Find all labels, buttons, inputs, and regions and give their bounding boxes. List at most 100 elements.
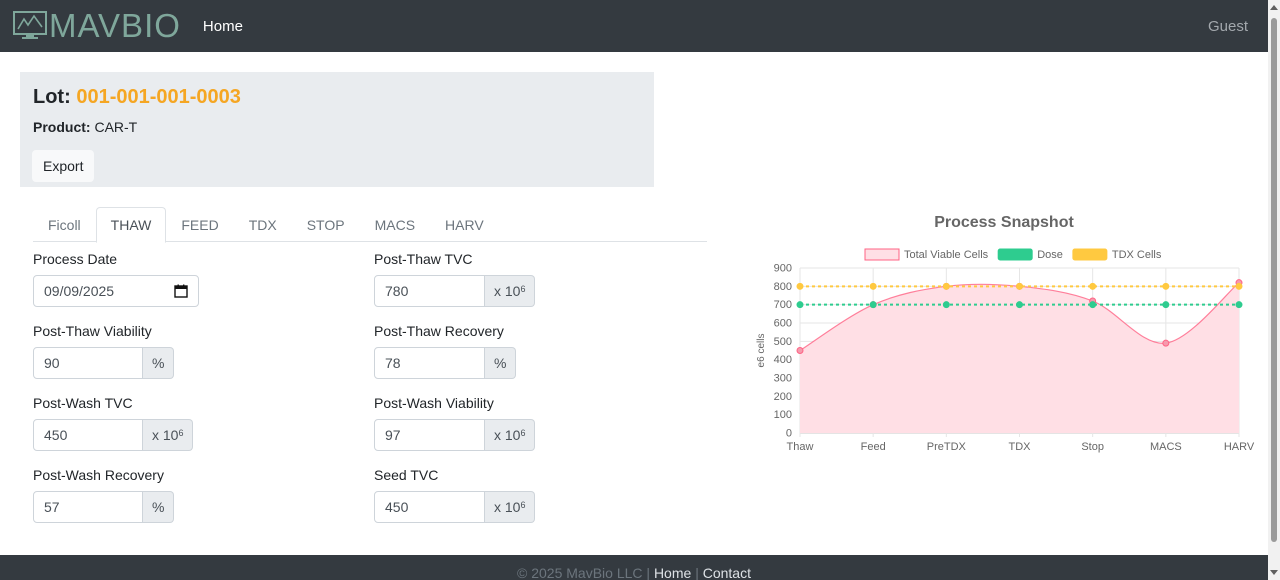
cells-unit-addon: x 10 6 bbox=[485, 275, 536, 307]
data-point bbox=[796, 347, 804, 354]
legend-swatch bbox=[997, 248, 1033, 261]
data-point bbox=[869, 282, 877, 290]
data-point bbox=[1162, 339, 1170, 347]
tab-stop[interactable]: STOP bbox=[306, 216, 345, 233]
lot-title: Lot: 001-001-001-0003 bbox=[33, 86, 641, 109]
post-thaw-recovery-label: Post-Thaw Recovery bbox=[374, 323, 504, 339]
legend-label: TDX Cells bbox=[1112, 249, 1162, 261]
process-snapshot-chart: Process Snapshot Total Viable Cells Dose T… bbox=[752, 208, 1262, 468]
legend-swatch bbox=[1072, 248, 1108, 261]
product-line: Product: CAR-T bbox=[33, 119, 641, 135]
tab-tdx[interactable]: TDX bbox=[248, 216, 277, 233]
data-point bbox=[1016, 301, 1023, 309]
tab-harv[interactable]: HARV bbox=[445, 216, 484, 233]
footer-separator: | bbox=[695, 565, 699, 580]
post-thaw-viability-input[interactable]: 90 bbox=[33, 347, 143, 379]
scroll-up-arrow-icon[interactable] bbox=[1270, 5, 1278, 10]
footer-contact-link[interactable]: Contact bbox=[702, 565, 751, 580]
post-wash-recovery-field: Post-Wash Recovery 57 % bbox=[33, 467, 175, 523]
data-point bbox=[1162, 282, 1170, 290]
post-thaw-recovery-field: Post-Thaw Recovery 78 % bbox=[374, 323, 517, 379]
post-wash-tvc-label: Post-Wash TVC bbox=[33, 395, 133, 411]
lot-label: Lot: bbox=[33, 86, 71, 108]
page-scrollbar[interactable] bbox=[1268, 0, 1280, 580]
data-point bbox=[1089, 301, 1097, 309]
post-wash-viability-input[interactable]: 97 bbox=[374, 419, 485, 451]
y-tick-label: 700 bbox=[774, 299, 792, 311]
legend-swatch bbox=[864, 248, 900, 261]
data-point bbox=[1162, 301, 1170, 309]
post-wash-viability-label: Post-Wash Viability bbox=[374, 395, 494, 411]
y-tick-label: 900 bbox=[774, 263, 792, 275]
lot-header-card: Lot: 001-001-001-0003 Product: CAR-T Exp… bbox=[20, 72, 654, 187]
legend-label: Total Viable Cells bbox=[904, 249, 989, 261]
data-point bbox=[1235, 301, 1243, 309]
cells-unit-addon: x 10 6 bbox=[485, 491, 536, 523]
monitor-logo-icon bbox=[13, 11, 47, 39]
tvc-area-fill bbox=[800, 282, 1239, 433]
lot-number: 001-001-001-0003 bbox=[76, 86, 241, 108]
tab-ficoll[interactable]: Ficoll bbox=[48, 216, 81, 233]
percent-unit-addon: % bbox=[143, 347, 175, 379]
process-tabs: Ficoll THAW FEED TDX STOP MACS HARV bbox=[33, 207, 707, 243]
post-wash-recovery-label: Post-Wash Recovery bbox=[33, 467, 164, 483]
y-tick-label: 800 bbox=[774, 281, 792, 293]
post-thaw-recovery-input[interactable]: 78 bbox=[374, 347, 485, 379]
export-button[interactable]: Export bbox=[32, 150, 95, 182]
post-wash-viability-field: Post-Wash Viability 97 x 10 6 bbox=[374, 395, 536, 451]
navbar: MAVBIO Home Guest bbox=[0, 0, 1268, 52]
post-thaw-viability-label: Post-Thaw Viability bbox=[33, 323, 152, 339]
x-tick-label: TDX bbox=[1009, 441, 1032, 453]
legend-label: Dose bbox=[1037, 249, 1063, 261]
seed-tvc-label: Seed TVC bbox=[374, 467, 439, 483]
brand-name: MAVBIO bbox=[49, 7, 181, 44]
nav-user-guest[interactable]: Guest bbox=[1207, 18, 1248, 35]
y-axis-label: e6 cells bbox=[756, 334, 767, 368]
percent-unit-addon: % bbox=[485, 347, 517, 379]
product-label: Product: bbox=[33, 119, 91, 135]
tab-thaw[interactable]: THAW bbox=[95, 207, 167, 243]
post-thaw-tvc-label: Post-Thaw TVC bbox=[374, 251, 473, 267]
x-tick-label: HARV bbox=[1224, 441, 1255, 453]
data-point bbox=[796, 301, 804, 309]
post-wash-recovery-input[interactable]: 57 bbox=[33, 491, 143, 523]
footer-copyright: © 2025 MavBio LLC | bbox=[517, 565, 651, 580]
seed-tvc-field: Seed TVC 450 x 10 6 bbox=[374, 467, 536, 523]
data-point bbox=[1016, 282, 1023, 290]
nav-home-link[interactable]: Home bbox=[202, 17, 243, 35]
data-point bbox=[796, 282, 804, 290]
product-value: CAR-T bbox=[94, 119, 138, 135]
footer-home-link[interactable]: Home bbox=[653, 565, 692, 580]
tab-feed[interactable]: FEED bbox=[181, 216, 219, 233]
process-date-value: 09/09/2025 bbox=[44, 283, 115, 299]
y-tick-label: 400 bbox=[774, 354, 792, 366]
post-thaw-viability-field: Post-Thaw Viability 90 % bbox=[33, 323, 175, 379]
x-tick-label: Stop bbox=[1081, 441, 1104, 453]
chart-title: Process Snapshot bbox=[934, 214, 1074, 231]
y-tick-label: 0 bbox=[786, 428, 792, 440]
calendar-icon[interactable] bbox=[174, 284, 188, 298]
y-tick-label: 300 bbox=[774, 373, 792, 385]
chart-canvas: Total Viable Cells Dose TDX Cells 0 100 200 3… bbox=[756, 248, 1255, 453]
x-tick-label: PreTDX bbox=[927, 441, 967, 453]
seed-tvc-input[interactable]: 450 bbox=[374, 491, 485, 523]
percent-unit-addon: % bbox=[143, 491, 175, 523]
process-date-input[interactable]: 09/09/2025 bbox=[33, 275, 199, 307]
data-point bbox=[942, 301, 950, 309]
post-wash-tvc-field: Post-Wash TVC 450 x 10 6 bbox=[33, 395, 194, 451]
scroll-thumb[interactable] bbox=[1271, 18, 1277, 542]
brand-logo[interactable]: MAVBIO bbox=[13, 7, 181, 45]
data-point bbox=[1235, 282, 1243, 290]
y-tick-label: 500 bbox=[774, 336, 792, 348]
tab-macs[interactable]: MACS bbox=[374, 216, 416, 233]
post-wash-tvc-input[interactable]: 450 bbox=[33, 419, 143, 451]
post-thaw-tvc-input[interactable]: 780 bbox=[374, 275, 485, 307]
x-tick-label: Feed bbox=[861, 441, 886, 453]
footer: © 2025 MavBio LLC | Home | Contact bbox=[0, 555, 1268, 580]
x-tick-label: MACS bbox=[1150, 441, 1182, 453]
process-date-field: Process Date 09/09/2025 bbox=[33, 251, 199, 307]
cells-unit-addon: x 10 6 bbox=[143, 419, 194, 451]
scroll-down-arrow-icon[interactable] bbox=[1270, 570, 1278, 575]
process-date-label: Process Date bbox=[33, 251, 118, 267]
y-tick-label: 200 bbox=[774, 391, 792, 403]
